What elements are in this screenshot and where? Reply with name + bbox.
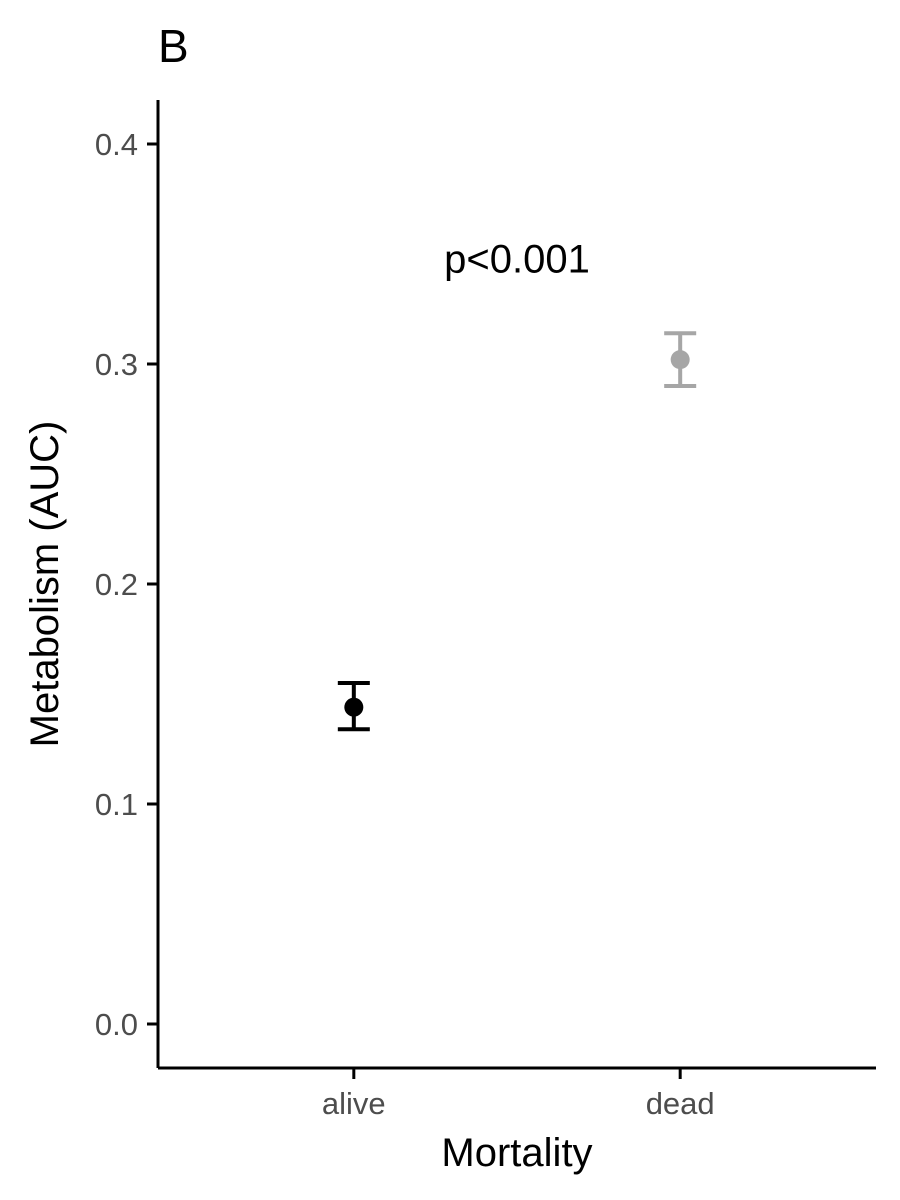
- data-points: [337, 331, 697, 732]
- point-alive: [344, 697, 364, 717]
- panel-label: B: [158, 20, 189, 72]
- y-tick-label: 0.3: [95, 347, 138, 382]
- point-dead: [670, 350, 690, 370]
- y-ticks: 0.0 0.1 0.2 0.3 0.4: [95, 127, 158, 1042]
- p-value-annotation: p<0.001: [444, 237, 590, 281]
- y-tick-label: 0.2: [95, 567, 138, 602]
- x-axis-title: Mortality: [441, 1131, 592, 1175]
- y-axis-title: Metabolism (AUC): [23, 421, 67, 748]
- y-tick-label: 0.4: [95, 127, 138, 162]
- x-tick-label: alive: [322, 1086, 386, 1121]
- x-tick-label: dead: [646, 1086, 715, 1121]
- y-tick-label: 0.1: [95, 787, 138, 822]
- y-tick-label: 0.0: [95, 1007, 138, 1042]
- x-ticks: alive dead: [322, 1068, 715, 1121]
